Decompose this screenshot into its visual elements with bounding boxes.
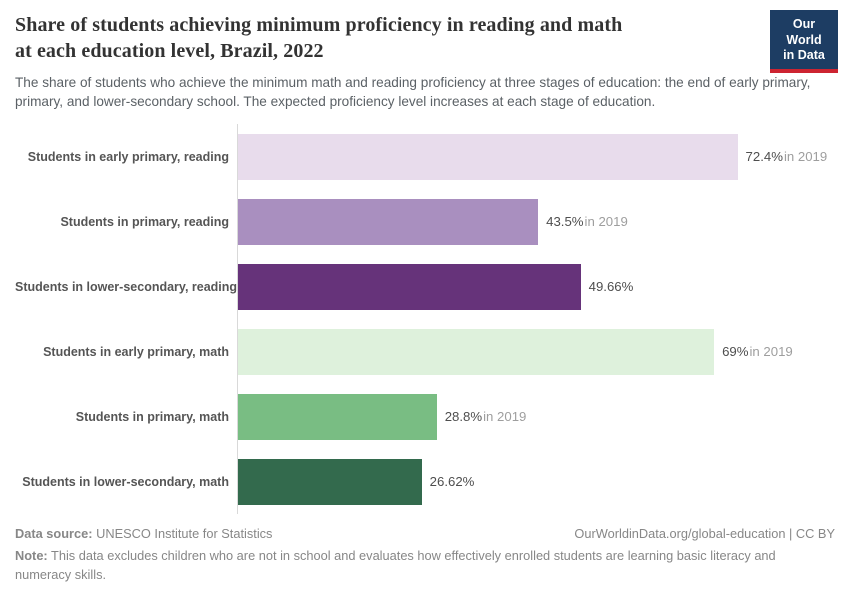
bar-row: Students in primary, math 28.8%in 2019 — [15, 384, 835, 449]
bar-value: 43.5% — [546, 214, 584, 230]
bar-track: 26.62% — [238, 458, 790, 505]
y-axis-line — [237, 124, 238, 515]
bar-value: 49.66% — [588, 279, 634, 295]
footer: Data source: UNESCO Institute for Statis… — [15, 526, 835, 584]
chart-title: Share of students achieving minimum prof… — [15, 12, 835, 64]
header: Share of students achieving minimum prof… — [15, 10, 838, 111]
data-source-line: Data source: UNESCO Institute for Statis… — [15, 526, 272, 541]
bar-chart: Students in early primary, reading 72.4%… — [15, 124, 835, 515]
note-text: This data excludes children who are not … — [15, 548, 776, 582]
bar-value: 26.62% — [429, 474, 475, 490]
bar-value-group: 43.5%in 2019 — [546, 214, 628, 229]
chart-title-line2: at each education level, Brazil, 2022 — [15, 40, 324, 62]
bar-value-suffix: in 2019 — [483, 409, 527, 425]
footer-top: Data source: UNESCO Institute for Statis… — [15, 526, 835, 541]
bar-value-group: 49.66% — [589, 279, 634, 294]
bar-track: 43.5%in 2019 — [238, 198, 790, 245]
bar-track: 69%in 2019 — [238, 328, 793, 375]
bar[interactable] — [238, 328, 715, 375]
chart-title-line1: Share of students achieving minimum prof… — [15, 14, 623, 36]
data-source-value: UNESCO Institute for Statistics — [96, 526, 273, 542]
bar[interactable] — [238, 393, 437, 440]
bar[interactable] — [238, 198, 539, 245]
bar-value: 28.8% — [444, 409, 483, 425]
bar-value: 72.4% — [745, 149, 783, 165]
bar-value-suffix: in 2019 — [749, 344, 793, 360]
bar-value-suffix: in 2019 — [584, 214, 628, 230]
bar-row: Students in lower-secondary, reading 49.… — [15, 254, 835, 319]
bar[interactable] — [238, 263, 581, 310]
bar[interactable] — [238, 458, 422, 505]
bar-row: Students in early primary, math 69%in 20… — [15, 319, 835, 384]
bar-row: Students in lower-secondary, math 26.62% — [15, 449, 835, 514]
bar-track: 72.4%in 2019 — [238, 133, 827, 180]
row-label: Students in primary, reading — [60, 214, 229, 229]
bar-value-group: 69%in 2019 — [722, 344, 793, 359]
row-label: Students in lower-secondary, reading — [15, 279, 238, 294]
owid-logo-line1: Our World — [786, 17, 822, 47]
row-label: Students in primary, math — [75, 409, 229, 424]
note-label: Note: — [15, 548, 48, 564]
row-label: Students in early primary, math — [43, 344, 229, 359]
bar-value-group: 28.8%in 2019 — [445, 409, 527, 424]
bar-row: Students in early primary, reading 72.4%… — [15, 124, 835, 189]
bar[interactable] — [238, 133, 738, 180]
chart-subtitle: The share of students who achieve the mi… — [15, 75, 811, 110]
data-source-label: Data source: — [15, 526, 93, 542]
bar-value-group: 72.4%in 2019 — [746, 149, 828, 164]
owid-logo[interactable]: Our World in Data — [770, 10, 838, 73]
bar-track: 28.8%in 2019 — [238, 393, 790, 440]
bar-value-group: 26.62% — [430, 474, 475, 489]
bar-value: 69% — [722, 344, 749, 360]
owid-logo-line2: in Data — [783, 48, 825, 63]
bar-value-suffix: in 2019 — [783, 149, 828, 165]
note-line: Note: This data excludes children who ar… — [15, 547, 797, 584]
row-label: Students in lower-secondary, math — [22, 474, 229, 489]
row-label: Students in early primary, reading — [27, 149, 229, 164]
bar-track: 49.66% — [238, 263, 790, 310]
attribution-link[interactable]: OurWorldinData.org/global-education | CC… — [574, 526, 835, 542]
bar-rows: Students in early primary, reading 72.4%… — [15, 124, 835, 514]
bar-row: Students in primary, reading 43.5%in 201… — [15, 189, 835, 254]
